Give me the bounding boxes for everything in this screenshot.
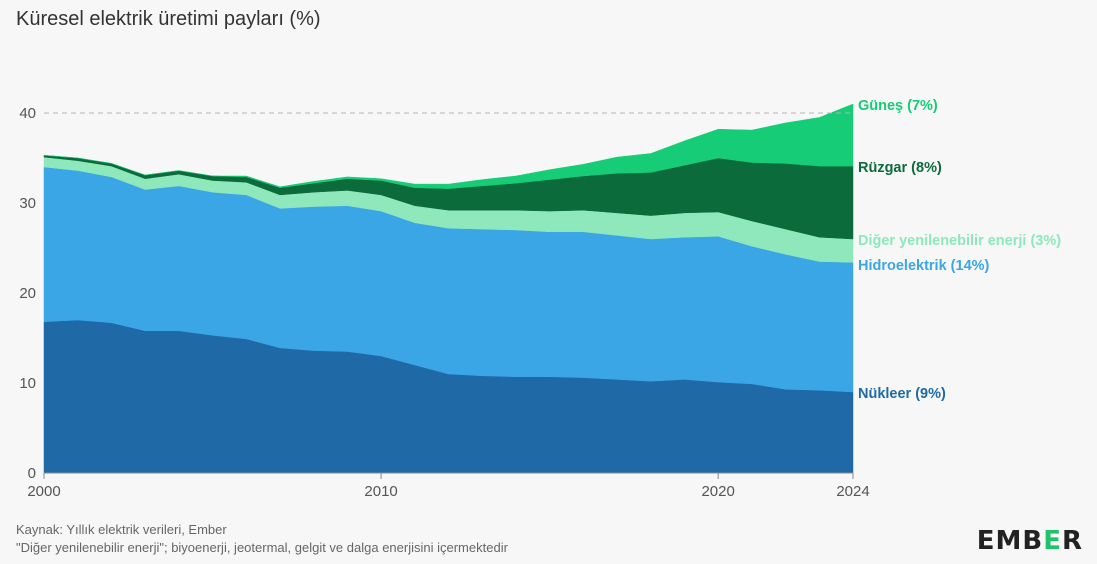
x-tick-label: 2000	[27, 483, 60, 500]
y-tick-label: 40	[19, 105, 36, 122]
source-note: Kaynak: Yıllık elektrik verileri, Ember	[16, 522, 227, 537]
y-tick-label: 20	[19, 285, 36, 302]
y-tick-label: 10	[19, 375, 36, 392]
series-label-hidroelektrik: Hidroelektrik (14%)	[858, 258, 990, 274]
axis-layer: 0 10 20 30 40 2000 2010 2020 2024	[19, 105, 869, 500]
definition-note: "Diğer yenilenebilir enerji"; biyoenerji…	[16, 540, 508, 555]
series-label-rüzgar: Rüzgar (8%)	[858, 160, 942, 176]
chart-title: Küresel elektrik üretimi payları (%)	[16, 8, 321, 30]
area-layer	[43, 103, 854, 474]
series-label-diğer-yenilenebilir-enerji: Diğer yenilenebilir enerji (3%)	[858, 233, 1061, 249]
x-tick-label: 2010	[364, 483, 397, 500]
label-layer: Nükleer (9%) Hidroelektrik (14%) Diğer yen…	[858, 98, 1061, 402]
series-label-nükleer: Nükleer (9%)	[858, 386, 946, 402]
ember-logo: EMBER	[977, 526, 1083, 556]
y-tick-label: 30	[19, 195, 36, 212]
y-tick-label: 0	[28, 465, 36, 482]
logo-text-mid: E	[1043, 526, 1062, 556]
series-label-güneş: Güneş (7%)	[858, 98, 938, 114]
chart-footer: Kaynak: Yıllık elektrik verileri, Ember …	[16, 521, 508, 557]
area-güneş	[43, 103, 854, 189]
x-tick-label: 2020	[701, 483, 734, 500]
logo-text-post: R	[1061, 526, 1083, 556]
x-tick-label: 2024	[836, 483, 869, 500]
logo-text-pre: EMB	[976, 526, 1044, 556]
